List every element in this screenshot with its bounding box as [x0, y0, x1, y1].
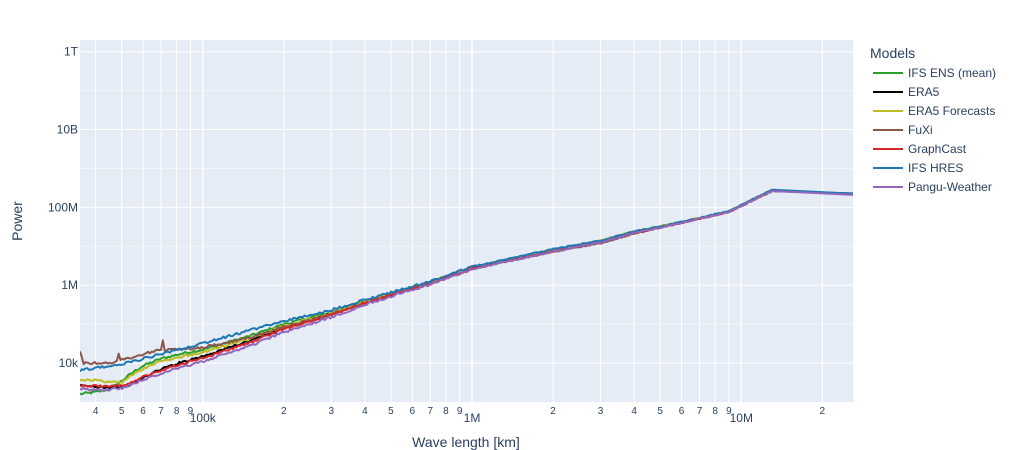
x-minor-tick-label: 9 — [457, 406, 463, 417]
x-minor-tick-label: 7 — [428, 406, 434, 417]
y-axis-ticks: 10k 1M 100M 10B 1T — [48, 45, 79, 370]
x-minor-tick-label: 6 — [679, 406, 685, 417]
y-tick-label: 10k — [59, 356, 79, 370]
grid-lines — [80, 40, 853, 402]
x-minor-tick-label: 5 — [119, 406, 125, 417]
x-major-tick-label: 1M — [464, 411, 481, 425]
x-axis-title: Wave length [km] — [412, 434, 520, 450]
series-line-pangu-weather — [80, 189, 853, 392]
x-minor-tick-label: 6 — [140, 406, 146, 417]
x-minor-tick-label: 8 — [174, 406, 180, 417]
legend-item[interactable]: FuXi — [873, 123, 933, 137]
x-minor-tick-label: 2 — [820, 406, 826, 417]
x-minor-tick-label: 6 — [409, 406, 415, 417]
y-tick-label: 10B — [57, 123, 78, 137]
legend-label: GraphCast — [908, 142, 967, 156]
legend-item[interactable]: IFS ENS (mean) — [873, 66, 996, 80]
legend-label: ERA5 — [908, 85, 940, 99]
legend-items: IFS ENS (mean) ERA5 ERA5 Forecasts FuXi Grap… — [873, 66, 996, 194]
legend-label: FuXi — [908, 123, 933, 137]
x-minor-tick-label: 3 — [328, 406, 334, 417]
legend-label: IFS ENS (mean) — [908, 66, 996, 80]
x-minor-tick-label: 7 — [158, 406, 164, 417]
legend-item[interactable]: GraphCast — [873, 142, 967, 156]
legend: Models IFS ENS (mean) ERA5 ERA5 Forecasts F… — [870, 45, 996, 194]
legend-item[interactable]: Pangu-Weather — [873, 180, 992, 194]
x-minor-tick-label: 9 — [188, 406, 194, 417]
legend-item[interactable]: ERA5 — [873, 85, 940, 99]
legend-label: Pangu-Weather — [908, 180, 992, 194]
x-minor-tick-label: 4 — [631, 406, 637, 417]
x-minor-tick-label: 2 — [550, 406, 556, 417]
legend-label: ERA5 Forecasts — [908, 104, 995, 118]
y-tick-label: 1T — [64, 45, 79, 59]
x-minor-tick-label: 5 — [388, 406, 394, 417]
y-axis-title: Power — [9, 201, 25, 241]
x-minor-tick-label: 3 — [598, 406, 604, 417]
series-group — [80, 188, 853, 396]
legend-item[interactable]: ERA5 Forecasts — [873, 104, 995, 118]
x-minor-tick-label: 2 — [281, 406, 287, 417]
y-tick-label: 100M — [48, 200, 78, 214]
x-minor-tick-label: 7 — [697, 406, 703, 417]
legend-item[interactable]: IFS HRES — [873, 161, 963, 175]
x-major-tick-label: 100k — [190, 411, 217, 425]
x-minor-tick-label: 5 — [657, 406, 663, 417]
x-minor-tick-label: 4 — [362, 406, 368, 417]
legend-title: Models — [870, 45, 915, 61]
x-minor-tick-label: 8 — [712, 406, 718, 417]
x-minor-tick-label: 8 — [443, 406, 449, 417]
x-major-tick-label: 10M — [730, 411, 753, 425]
y-tick-label: 1M — [61, 278, 78, 292]
legend-label: IFS HRES — [908, 161, 963, 175]
x-minor-tick-label: 9 — [726, 406, 732, 417]
x-minor-tick-label: 4 — [93, 406, 99, 417]
